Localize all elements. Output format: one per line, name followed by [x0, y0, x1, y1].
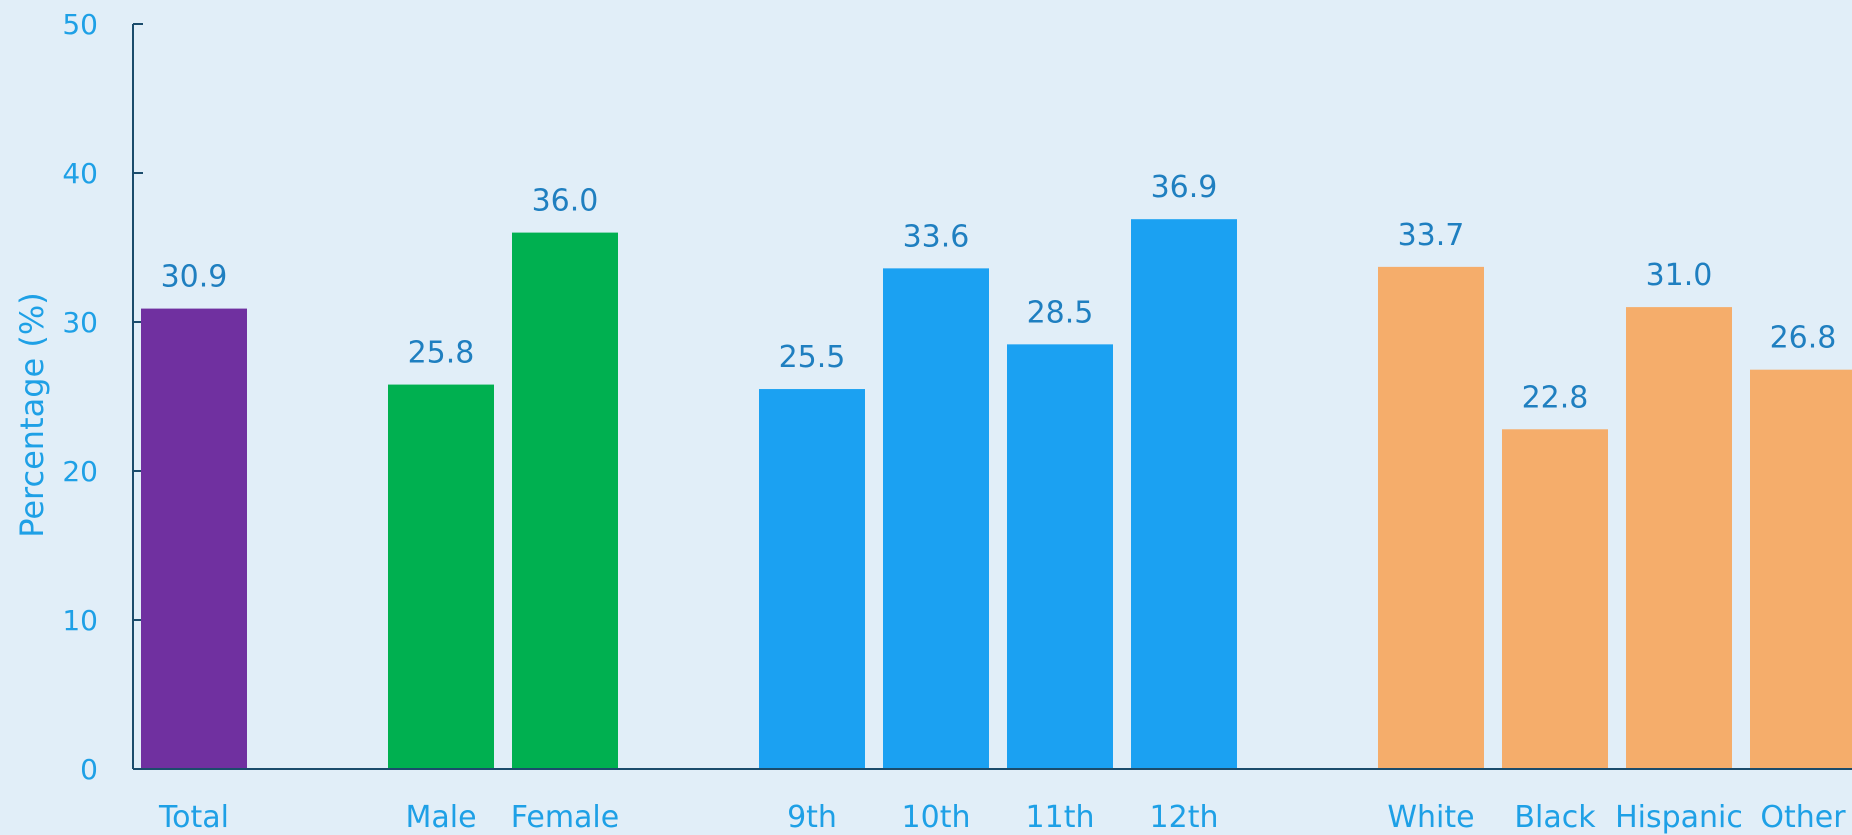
x-category-label: 9th — [787, 800, 837, 835]
y-axis: 0 10 20 30 40 50 — [62, 8, 143, 786]
bar-value-label: 36.9 — [1151, 170, 1218, 205]
bar — [1626, 307, 1732, 769]
bar — [1750, 369, 1852, 769]
bar-value-label: 26.8 — [1770, 321, 1837, 356]
bar-value-label: 25.5 — [779, 340, 846, 375]
bar-value-label: 36.0 — [532, 184, 599, 219]
bar-value-label: 25.8 — [408, 336, 475, 371]
bar — [1502, 429, 1608, 769]
bar — [141, 308, 247, 769]
bar — [388, 384, 494, 769]
bars — [141, 219, 1852, 770]
bar — [759, 389, 865, 769]
x-category-label: Black — [1514, 800, 1596, 835]
category-labels: Total Male Female 9th 10th 11th 12th White Black… — [158, 800, 1846, 835]
x-category-label: Female — [511, 800, 619, 835]
y-tick-label: 0 — [80, 753, 98, 786]
bar — [1131, 219, 1237, 769]
bar-value-label: 31.0 — [1646, 258, 1713, 293]
bar-value-label: 30.9 — [161, 260, 228, 295]
y-axis-title: Percentage (%) — [13, 292, 51, 538]
bar-value-label: 33.7 — [1398, 218, 1465, 253]
y-tick-label: 20 — [62, 455, 98, 488]
x-category-label: White — [1387, 800, 1474, 835]
y-tick-label: 50 — [62, 8, 98, 41]
x-category-label: 10th — [902, 800, 971, 835]
bar — [512, 232, 618, 770]
x-category-label: 12th — [1150, 800, 1219, 835]
x-category-label: Total — [158, 800, 229, 835]
value-labels: 30.9 25.8 36.0 25.5 33.6 28.5 36.9 33.7 22.8 31.0… — [161, 170, 1837, 415]
x-category-label: Male — [405, 800, 476, 835]
bar — [1007, 344, 1113, 769]
y-tick-label: 10 — [62, 604, 98, 637]
bar — [1378, 266, 1484, 769]
x-category-label: Hispanic — [1615, 800, 1743, 835]
x-category-label: 11th — [1026, 800, 1095, 835]
bar-value-label: 33.6 — [903, 219, 970, 254]
bar-value-label: 22.8 — [1522, 380, 1589, 415]
y-tick-label: 30 — [62, 306, 98, 339]
x-category-label: Other — [1760, 800, 1846, 835]
bar — [883, 268, 989, 769]
y-tick-label: 40 — [62, 157, 98, 190]
bar-value-label: 28.5 — [1027, 295, 1094, 330]
